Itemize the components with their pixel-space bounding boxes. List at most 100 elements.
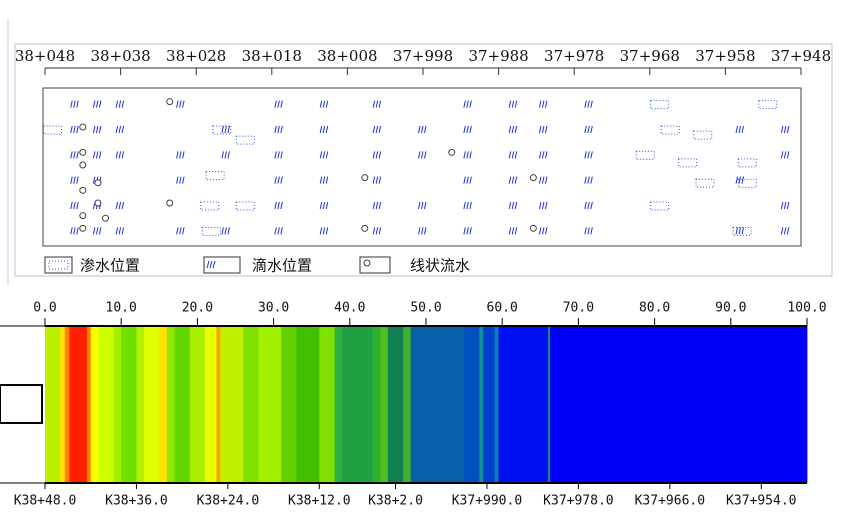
drip-mark [508,125,518,134]
side-box [0,384,43,424]
drip-mark [508,227,518,235]
drip-mark [319,227,329,235]
x2-tick-label: K37+978.0 [543,494,613,509]
drip-mark [176,227,185,235]
drip-mark [92,100,102,108]
color-band [216,326,221,483]
legend-seep-icon [48,260,69,270]
drip-mark [274,227,283,235]
seep-mark [200,201,220,211]
drip-mark [463,201,472,210]
seep-mark [737,178,757,188]
x-tick-label: 20.0 [182,301,213,316]
drip-mark [372,201,382,210]
drip-mark [463,227,472,235]
flow-mark [529,224,537,232]
color-band [464,326,480,483]
seep-mark [732,226,752,236]
drip-mark [319,176,329,184]
flow-mark [79,123,87,131]
color-band [403,326,412,483]
legend-label: 滴水位置 [252,257,312,275]
drip-mark [319,125,329,134]
color-band [159,326,168,483]
drip-mark [319,100,329,108]
flow-mark [94,179,102,187]
color-band [90,326,99,483]
legend-label: 线状流水 [410,257,470,275]
drip-mark [70,100,79,108]
drip-mark [319,201,329,210]
x2-tick-label: K38+12.0 [288,494,351,509]
color-band [380,326,389,483]
color-band [547,326,551,483]
legend: 渗水位置 滴水位置 线状流水 [44,256,470,275]
flow-mark [101,214,109,222]
drip-mark [780,151,790,159]
drip-mark [115,100,125,108]
drip-mark [115,227,125,235]
x-tick-label: 80.0 [639,301,670,316]
flow-mark [361,174,369,182]
drip-mark [221,151,230,159]
flow-mark [166,199,174,207]
drip-mark [319,151,329,159]
drip-mark [584,125,593,134]
drip-mark [463,125,472,134]
drip-mark [372,176,382,184]
seep-mark [650,100,670,110]
drip-mark [372,227,382,235]
drip-mark [508,100,518,108]
drip-mark [115,201,125,210]
seep-mark [758,100,778,110]
drip-mark [584,176,593,184]
color-band [60,326,66,483]
x2-tick-label: K37+954.0 [726,494,796,509]
x-tick-label: 37+988 [468,47,528,65]
flow-mark [448,148,456,156]
drip-mark [274,100,283,108]
drip-mark [538,100,548,108]
drip-mark [372,100,382,108]
color-band [372,326,381,483]
drip-mark [418,201,427,210]
x-tick-label: 50.0 [410,301,441,316]
drip-mark [92,151,102,159]
color-band [220,326,244,483]
drip-mark [115,125,125,134]
drip-mark [538,227,548,235]
x-tick-label: 37+968 [620,47,680,65]
color-band [144,326,160,483]
legend-drip-icon [206,260,216,269]
drip-mark [115,151,125,159]
drip-mark [418,227,427,235]
drip-mark [70,151,79,159]
legend-box [359,256,391,274]
color-band [387,326,404,483]
drip-mark [372,151,382,159]
x-tick-label: 100.0 [787,301,826,316]
color-band [296,326,320,483]
x2-tick-label: K38+48.0 [14,494,77,509]
color-band [342,326,374,483]
drip-mark [780,125,790,134]
color-band [64,326,70,483]
flow-mark [79,161,87,169]
seep-mark [43,125,63,135]
color-band [498,326,549,483]
seep-mark [695,178,715,188]
x-tick-label: 37+998 [393,47,453,65]
x2-tick-label: K38+36.0 [105,494,168,509]
drip-mark [92,125,102,134]
flow-mark [94,199,102,207]
drip-mark [176,176,185,184]
color-band [281,326,297,483]
drip-mark [538,201,548,210]
x2-tick-label: K37+966.0 [635,494,705,509]
seep-mark [635,150,655,160]
top-panel-frame [14,43,833,277]
drip-mark [274,201,283,210]
seep-mark [205,171,225,181]
x-tick-label: 37+978 [544,47,604,65]
